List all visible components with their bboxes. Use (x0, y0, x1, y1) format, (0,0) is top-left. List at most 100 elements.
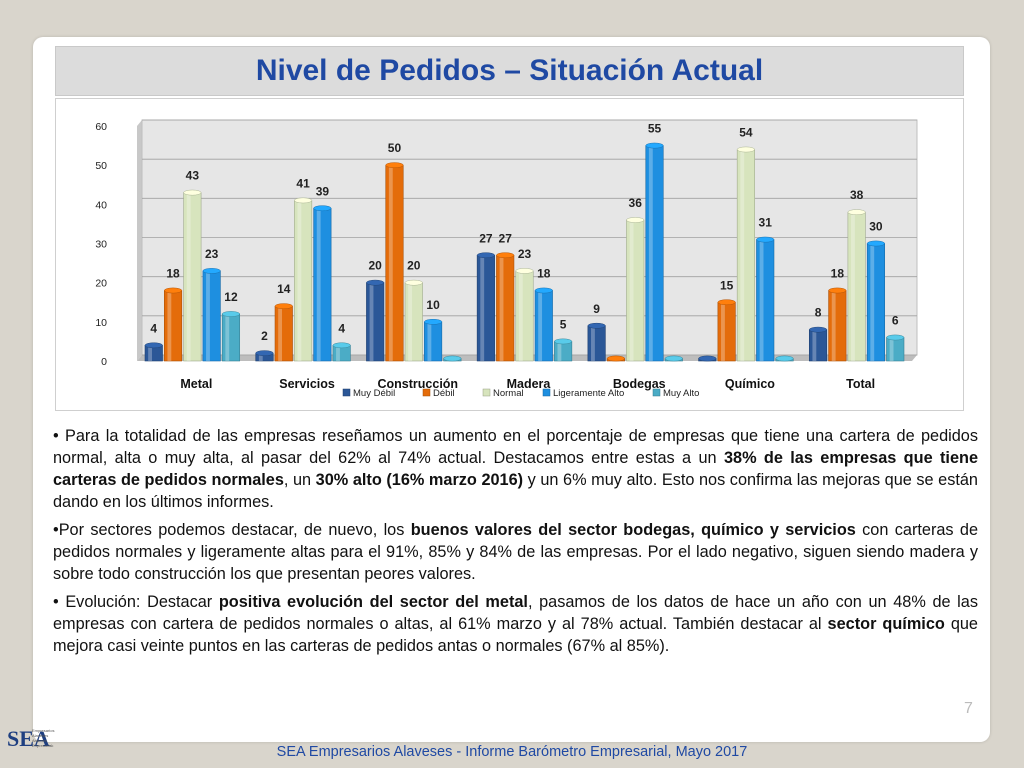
y-tick-label: 60 (95, 121, 107, 133)
data-label: 14 (277, 282, 291, 296)
bar-highlight (812, 329, 817, 361)
bar-cap (866, 240, 885, 247)
bar (221, 313, 241, 362)
bar-cap (886, 334, 905, 341)
legend-label: Débil (433, 388, 455, 399)
logo-mark: SEA (7, 726, 50, 751)
data-label: 38 (850, 188, 864, 202)
paragraph: • Para la totalidad de las empresas rese… (53, 425, 978, 513)
bar-cap (496, 252, 515, 259)
data-label: 36 (629, 196, 643, 210)
text-run: y un 6% muy alto. Esto nos confirma las … (53, 471, 978, 511)
footer-text: SEA Empresarios Alaveses - Informe Baróm… (276, 744, 748, 760)
paragraph: • Evolución: Destacar positiva evolución… (53, 591, 978, 657)
y-tick-label: 20 (95, 278, 107, 290)
data-label: 18 (831, 267, 845, 281)
x-category-label: Total (846, 377, 875, 391)
paragraph: •Por sectores podemos destacar, de nuevo… (53, 519, 978, 585)
data-label: 5 (560, 317, 567, 331)
bar-highlight (258, 353, 263, 361)
page-number: 7 (964, 700, 973, 717)
bar-cap (443, 355, 462, 362)
data-label: 27 (479, 231, 493, 245)
data-label: 8 (815, 306, 822, 320)
bar-cap (332, 342, 351, 349)
data-label: 23 (518, 247, 532, 261)
bar (385, 164, 404, 362)
bar-cap (775, 355, 794, 362)
x-category-label: Químico (725, 377, 775, 391)
bar (626, 219, 645, 362)
bar-highlight (557, 341, 562, 361)
logo-line: Enpresariak (32, 743, 54, 748)
bold-text: sector químico (827, 615, 945, 633)
bar (756, 239, 775, 362)
text-run: • Evolución: Destacar (53, 593, 219, 611)
bar (554, 341, 573, 362)
bar-cap (221, 311, 240, 317)
bar (866, 243, 885, 362)
bar-highlight (851, 212, 855, 361)
data-label: 9 (593, 302, 600, 316)
data-label: 27 (499, 231, 513, 245)
bar (476, 254, 495, 362)
logo-line: Arabako (32, 738, 47, 743)
text-run: •Por sectores podemos destacar, de nuevo… (53, 521, 411, 539)
bar-highlight (591, 325, 595, 361)
bar-highlight (297, 200, 302, 361)
bar-highlight (759, 239, 764, 361)
data-label: 50 (388, 141, 402, 155)
bold-text: 30% alto (16% marzo 2016) (315, 471, 524, 489)
bar-cap (255, 350, 274, 357)
data-label: 4 (150, 321, 157, 335)
bar-cap (534, 287, 553, 294)
bar-cap (164, 287, 183, 294)
logo-line: Empresarios (32, 728, 55, 733)
x-category-label: Servicios (279, 377, 335, 391)
bar-cap (587, 322, 606, 329)
chart-side-wall (137, 120, 142, 361)
y-tick-label: 50 (95, 160, 107, 172)
bar (515, 270, 534, 362)
data-label: 10 (426, 298, 440, 312)
logo-text: Empresarios Alaveses Arabako Enpresariak (32, 728, 54, 748)
bar-highlight (336, 345, 340, 361)
bar-highlight (408, 282, 413, 361)
legend-swatch (482, 388, 491, 397)
bar (274, 305, 293, 362)
bar-highlight (831, 290, 836, 361)
x-category-label: Bodegas (613, 377, 666, 391)
bar-cap (404, 279, 423, 286)
x-category-label: Madera (507, 377, 552, 391)
bar-cap (144, 342, 163, 349)
data-label: 55 (648, 122, 662, 136)
bar-cap (476, 252, 495, 259)
bar (808, 329, 828, 362)
bar-cap (606, 355, 625, 362)
bold-text: buenos valores del sector bodegas, quími… (410, 521, 856, 539)
bar (424, 321, 443, 362)
x-category-label: Metal (180, 377, 212, 391)
bar-highlight (206, 270, 210, 361)
bar-cap (274, 303, 293, 310)
bar-highlight (538, 290, 543, 361)
legend-label: Ligeramente Alto (553, 388, 624, 399)
bar-cap (202, 268, 221, 274)
bar-highlight (388, 165, 393, 361)
data-label: 39 (316, 184, 330, 198)
bar (313, 207, 332, 362)
data-label: 6 (892, 314, 899, 328)
bar (366, 282, 385, 362)
data-label: 4 (338, 321, 345, 335)
data-label: 20 (369, 259, 383, 273)
y-tick-label: 30 (95, 239, 107, 251)
legend-swatch (422, 388, 431, 397)
bar-highlight (740, 149, 745, 361)
bar-cap (698, 355, 717, 362)
bar (534, 290, 553, 362)
data-label: 20 (407, 259, 421, 273)
bar-highlight (499, 255, 504, 361)
bar (202, 270, 221, 362)
body-text: • Para la totalidad de las empresas rese… (53, 425, 978, 663)
bar (645, 145, 664, 362)
